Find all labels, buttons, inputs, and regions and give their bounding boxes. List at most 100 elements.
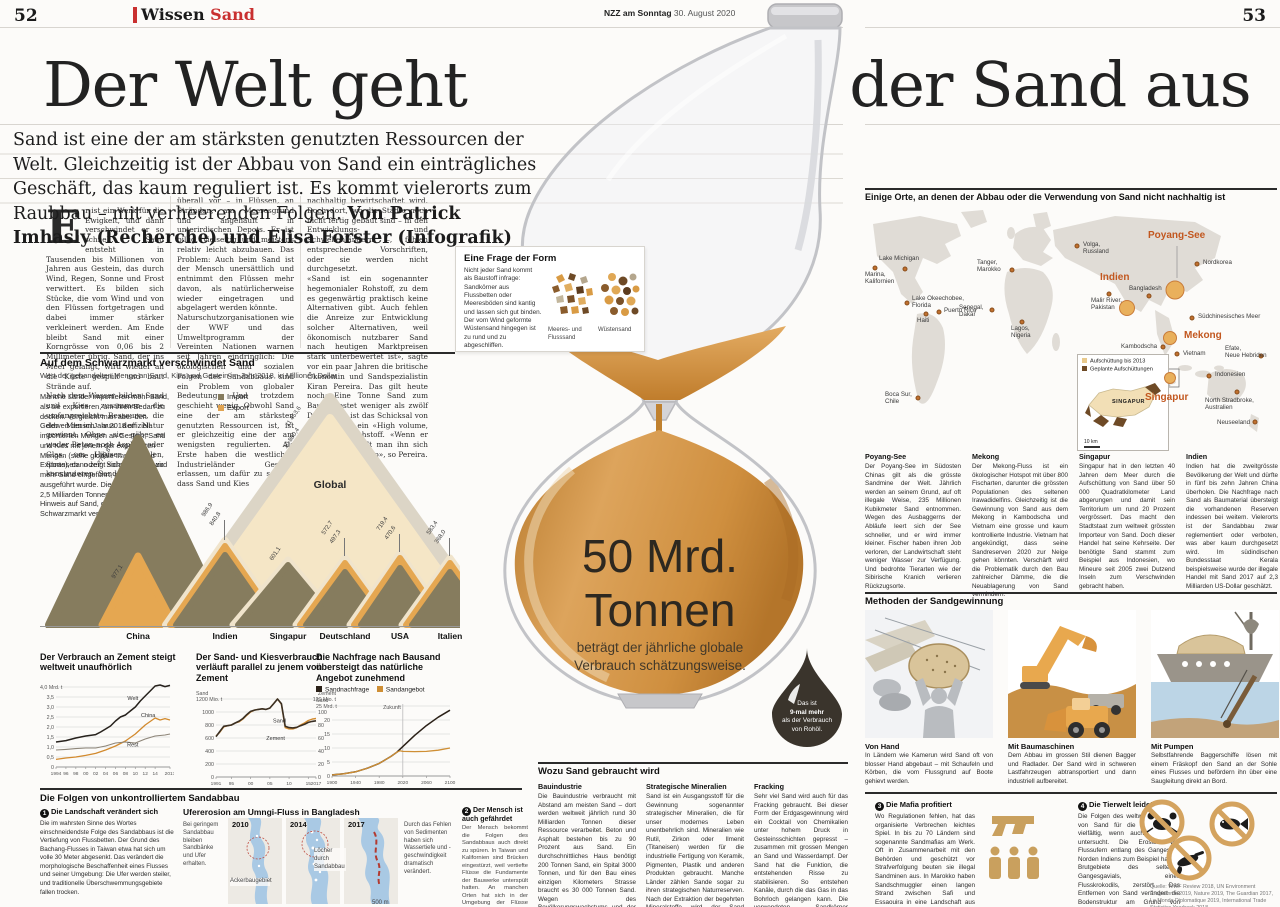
svg-text:08: 08 [123, 771, 129, 777]
headline-rule-right [865, 124, 1280, 125]
form-box-label-left: Meeres- und Flusssand [548, 327, 582, 341]
mountain-chart-svg: Global [40, 393, 502, 630]
mountain-name-deutschland: Deutschland [319, 631, 371, 641]
svg-text:Sand: Sand [273, 718, 286, 724]
form-box-title: Eine Frage der Form [464, 253, 557, 264]
svg-text:96: 96 [63, 771, 69, 777]
region-indien: Indien Indien hat die zweitgrösste Bevöl… [1186, 452, 1278, 591]
wheel-loader [1044, 698, 1110, 738]
section-name: Wissen [141, 5, 205, 24]
dredging-ship-illustration [1151, 610, 1279, 738]
lead: Sand ist eine der am stärksten genutzten… [13, 128, 541, 251]
method-1-text: In Ländern wie Kamerun wird Sand oft von… [865, 752, 993, 785]
methods-title: Methoden der Sandgewinnung [865, 596, 1004, 607]
inset-legend-swatch-1 [1082, 358, 1087, 363]
method-baumaschinen: Mit Baumaschinen Dem Abbau im grossen St… [1008, 742, 1136, 786]
svg-text:1,0: 1,0 [47, 745, 54, 751]
column-rule [170, 196, 171, 348]
map-point-label: Senegal, Dakar [959, 304, 984, 318]
blackmarket-rule [40, 352, 455, 354]
singapore-island [1085, 383, 1161, 427]
erosion-note-right: Durch das Fehlen von Sedimenten haben si… [404, 822, 452, 875]
map-point-label: Malir River, Pakistan [1091, 297, 1122, 311]
consequence-2-title: Der Mensch ist auch gefährdet [462, 807, 523, 823]
map-point-label: Nordkorea [1203, 259, 1232, 266]
number-3-icon: 3 [875, 802, 884, 811]
erosion-note-bottom: Ackerbaugebiet [230, 878, 272, 886]
map-point-label: Kambodscha [1121, 343, 1158, 350]
issue-date: 30. August 2020 [673, 8, 736, 18]
svg-text:5: 5 [327, 760, 330, 766]
inset-legend-1: Aufschüttung bis 2013 [1090, 358, 1146, 365]
usage-col-2-title: Strategische Mineralien [646, 782, 727, 791]
mountain-name-singapur: Singapur [269, 631, 307, 641]
usage-rule [538, 762, 848, 764]
method-3-text: Selbstfahrende Baggerschiffe lösen mit e… [1151, 752, 1277, 785]
map-point-label: Puerto Rico [944, 307, 977, 314]
svg-text:10: 10 [133, 771, 139, 777]
svg-text:0: 0 [327, 774, 330, 780]
svg-text:3,0: 3,0 [47, 705, 54, 711]
map-point-label: Singapur [1145, 392, 1189, 403]
svg-text:Sand: Sand [196, 691, 208, 697]
region-mekong-text: Der Mekong-Fluss ist ein ökologischer Ho… [972, 463, 1068, 599]
gun-icon [992, 816, 1034, 836]
region-mekong: Mekong Der Mekong-Fluss ist ein ökologis… [972, 452, 1068, 600]
svg-text:600: 600 [205, 736, 214, 742]
consequence-1: 1 Die Landschaft verändert sich Die im wa… [40, 807, 176, 897]
year-2010: 2010 [232, 820, 249, 829]
consequence-1-text: Die im wahrsten Sinne des Wortes einschn… [40, 820, 174, 896]
form-box-text: Nicht jeder Sand kommt als Baustoff infr… [464, 267, 542, 349]
drop-line-3: als der Verbrauch [781, 717, 833, 725]
map-point-dot [902, 266, 908, 272]
map-point-label: Lagos, Nigeria [1011, 325, 1031, 339]
methods-rule [865, 592, 1277, 594]
svg-text:20: 20 [318, 762, 324, 768]
map-point-dot [1119, 300, 1135, 316]
svg-text:14: 14 [152, 771, 158, 777]
demand-chart-title: Die Nachfrage nach Bausand übersteigt da… [316, 652, 441, 683]
leader-line [449, 538, 450, 556]
consequences-title: Die Folgen von unkontrolliertem Sandabba… [40, 793, 240, 804]
map-point-label: Lake Michigan [879, 255, 919, 262]
svg-text:Welt: Welt [127, 696, 138, 702]
blackmarket-subtitle: Wert der gehandelten Menge an Sand, Kies… [40, 371, 338, 380]
basket-carrier [908, 643, 970, 738]
section-topic: Sand [210, 5, 255, 24]
map-scale: 500 m [372, 892, 394, 907]
leader-line [344, 538, 345, 556]
usage-col-3-title: Fracking [754, 782, 784, 791]
svg-text:10: 10 [286, 781, 292, 787]
method-2-title: Mit Baumaschinen [1008, 742, 1075, 751]
svg-text:15: 15 [306, 781, 312, 787]
usage-col-3-text: Sehr viel Sand wird auch für das Frackin… [754, 793, 848, 907]
map-point-dot [1163, 331, 1177, 345]
machinery-illustration [1008, 610, 1136, 738]
svg-text:1991: 1991 [211, 781, 222, 787]
blackmarket-legend: Import Export [218, 392, 249, 412]
demand-legend-swatch [316, 686, 322, 693]
svg-text:120 Mio. t: 120 Mio. t [313, 697, 336, 703]
svg-text:China: China [141, 713, 156, 719]
map-point-dot [1009, 267, 1015, 273]
consequence-1-title: Die Landschaft verändert sich [51, 807, 159, 816]
headline-right: der Sand aus [849, 48, 1251, 121]
import-legend-swatch [218, 393, 224, 400]
map-point-label: Poyang-See [1148, 230, 1206, 241]
byline: Von Patrick Imhasly (Recherche) und Elis… [13, 203, 512, 249]
svg-text:1900: 1900 [327, 780, 338, 786]
page-number-right: 53 [1242, 6, 1266, 26]
crane-grab [1234, 611, 1259, 650]
map-point-label: North Stradbroke, Australien [1205, 397, 1254, 411]
cement-chart-title: Der Verbrauch an Zement steigt weltweit … [40, 652, 176, 673]
map-point-dot [1165, 280, 1185, 300]
lead-text: Sand ist eine der am stärksten genutzten… [13, 130, 537, 224]
drop-line-2: 9-mal mehr [789, 708, 825, 716]
svg-text:100: 100 [318, 710, 327, 716]
inset-scale-label: 10 km [1084, 439, 1098, 445]
map-point-dot [1160, 344, 1166, 350]
singapore-inset: Aufschüttung bis 2013 Geplante Aufschütt… [1077, 354, 1169, 451]
